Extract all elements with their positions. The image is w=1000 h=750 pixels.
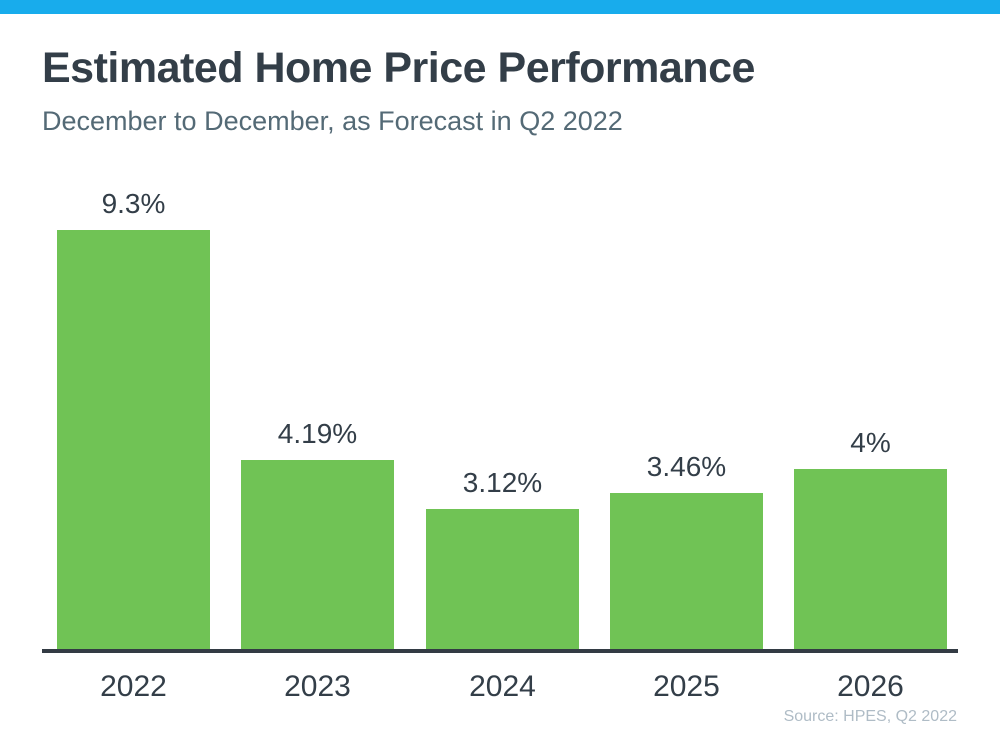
x-axis-label-2022: 2022 [100,670,167,703]
bar-value-label-2022: 9.3% [101,188,166,219]
x-axis-label-2023: 2023 [284,670,351,703]
source-note: Source: HPES, Q2 2022 [783,708,957,725]
x-axis-label-2026: 2026 [837,670,904,703]
page-subtitle: December to December, as Forecast in Q2 … [42,106,623,136]
page-title: Estimated Home Price Performance [42,44,755,92]
bar-2025 [610,493,763,649]
bar-2024 [426,509,579,649]
accent-bar [0,0,1000,14]
bar-2022 [57,230,210,649]
bar-value-label-2024: 3.12% [462,467,543,498]
bar-2023 [241,460,394,649]
x-axis-label-2024: 2024 [469,670,536,703]
bar-value-label-2026: 4% [850,427,891,458]
bar-chart: 9.3% 2022 4.19% 2023 3.12% 2024 3.46% 2025 4% 202… [42,166,958,703]
bar-value-label-2023: 4.19% [277,418,358,449]
bar-2026 [794,469,947,649]
bar-value-label-2025: 3.46% [646,451,727,482]
x-axis-label-2025: 2025 [653,670,720,703]
